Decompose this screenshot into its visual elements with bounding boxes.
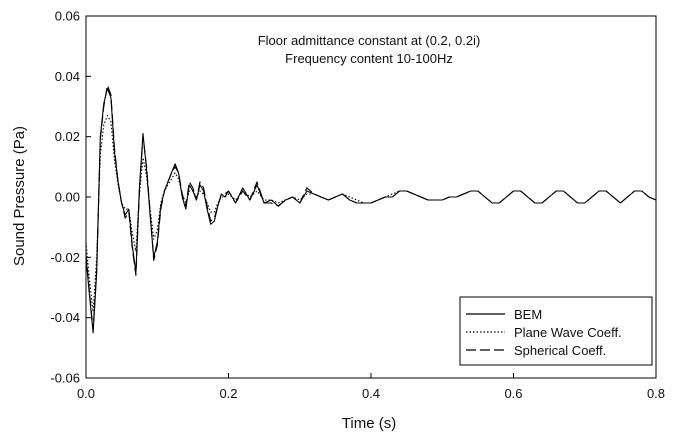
annotation-line-1: Floor admittance constant at (0.2, 0.2i) bbox=[258, 33, 481, 48]
series-line-bem bbox=[85, 87, 657, 334]
legend-label-plane-wave: Plane Wave Coeff. bbox=[514, 325, 622, 340]
legend-label-spherical: Spherical Coeff. bbox=[514, 343, 606, 358]
annotation-line-2: Frequency content 10-100Hz bbox=[285, 51, 453, 66]
x-tick-label: 0.8 bbox=[647, 386, 665, 401]
y-tick-label: 0.02 bbox=[55, 129, 80, 144]
x-tick-label: 0.0 bbox=[77, 386, 95, 401]
series-line-plane-wave bbox=[85, 115, 657, 313]
y-tick-label: 0.04 bbox=[55, 69, 80, 84]
x-tick-label: 0.6 bbox=[504, 386, 522, 401]
x-tick-label: 0.4 bbox=[362, 386, 380, 401]
y-tick-label: 0.06 bbox=[55, 9, 80, 24]
x-tick-label: 0.2 bbox=[219, 386, 237, 401]
legend-label-bem: BEM bbox=[514, 307, 542, 322]
x-axis: 0.0 0.2 0.4 0.6 0.8 bbox=[77, 373, 665, 401]
y-axis-title: Sound Pressure (Pa) bbox=[11, 126, 28, 266]
y-tick-label: -0.02 bbox=[50, 250, 80, 265]
legend: BEM Plane Wave Coeff. Spherical Coeff. bbox=[459, 296, 653, 366]
y-tick-label: 0.00 bbox=[55, 190, 80, 205]
x-axis-title: Time (s) bbox=[342, 415, 396, 432]
y-tick-label: -0.06 bbox=[50, 371, 80, 386]
y-axis: -0.06 -0.04 -0.02 0.00 0.02 0.04 0.06 bbox=[50, 9, 91, 386]
legend-box bbox=[459, 296, 653, 366]
series-line-spherical bbox=[85, 84, 657, 331]
y-tick-label: -0.04 bbox=[50, 310, 80, 325]
series-layer bbox=[85, 84, 657, 334]
